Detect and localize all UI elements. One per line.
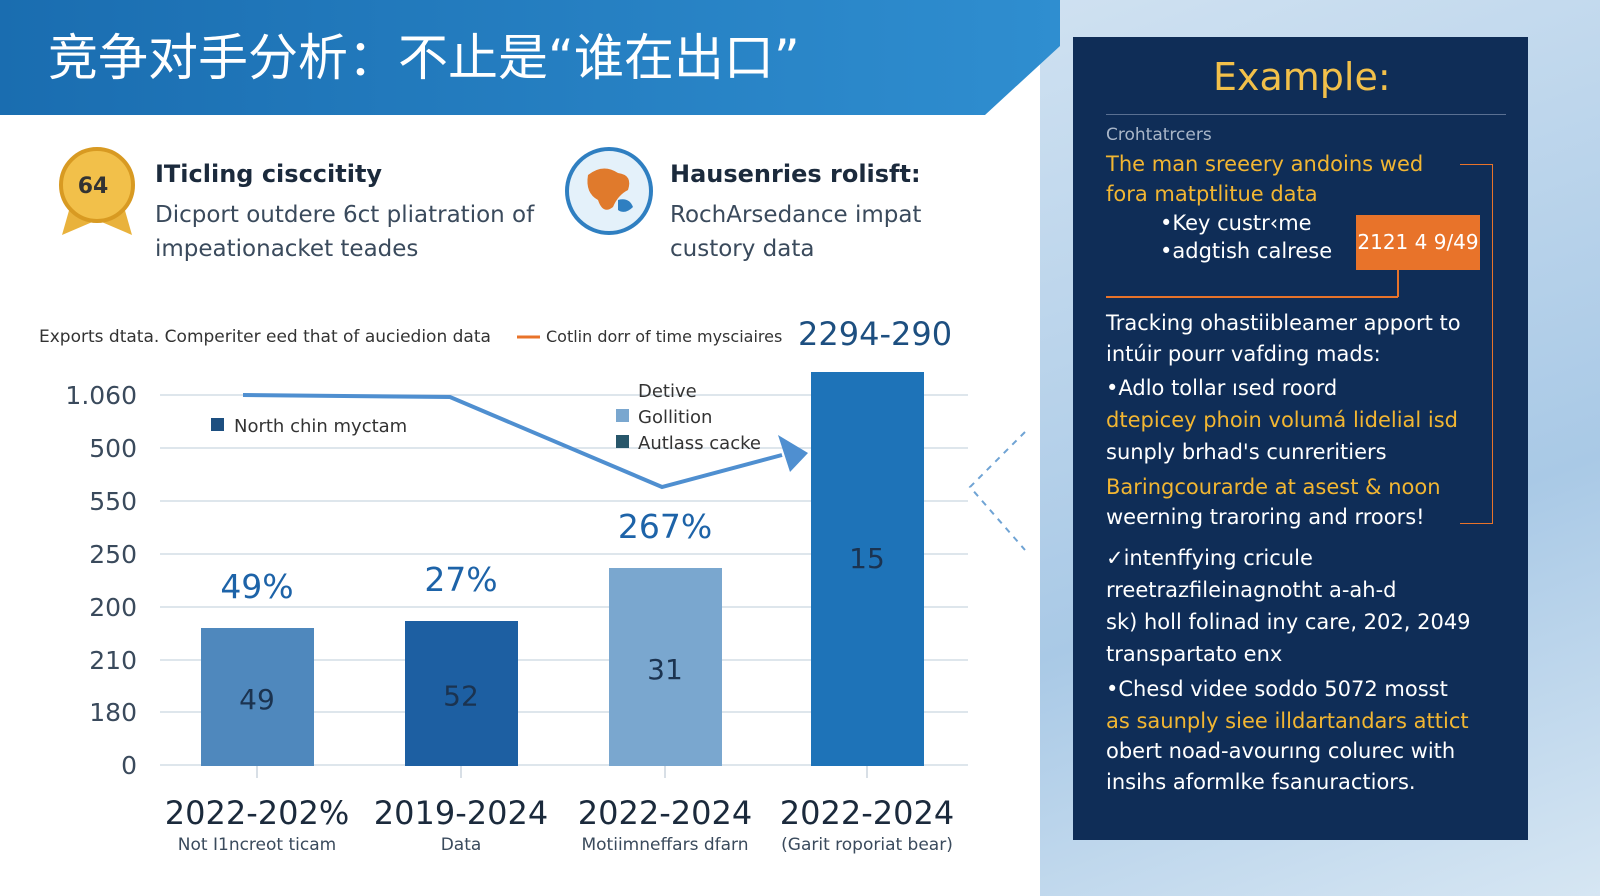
y-axis-label: 200 (89, 593, 137, 622)
pointer (968, 431, 1026, 551)
example-line: •Adlo tollar ısed roord (1106, 376, 1338, 400)
example-line: ✓intenffying cricule (1106, 546, 1313, 570)
bar-top-label: 27% (424, 560, 497, 599)
example-panel (1073, 37, 1528, 840)
card-title: Hausenries rolisft: (670, 160, 921, 188)
bar-inner-label: 31 (647, 653, 683, 686)
legend-text: Autlass cacke (638, 433, 761, 454)
example-line: as saunply siee illdartandars attict (1106, 709, 1469, 733)
y-axis-label: 550 (89, 487, 137, 516)
y-axis-label: 250 (89, 540, 137, 569)
example-line: The man sreeery andoins wed (1106, 152, 1424, 176)
bar-inner-label: 15 (849, 542, 885, 575)
example-line: •Key custr‹me (1160, 211, 1312, 235)
example-line: insihs aformlke fsanuractiors. (1106, 770, 1416, 794)
card-line: Dicport outdere 6ct pliatration of (155, 202, 535, 228)
chart-caption: Exports dtata. Comperiter eed that of au… (39, 327, 491, 347)
example-badge: 2121 4 9/49 (1356, 215, 1480, 270)
legend-swatch (616, 409, 629, 422)
trend-line (242, 393, 783, 490)
bar-inner-label: 49 (239, 683, 275, 716)
example-line: dtepicey phoin volumá lidelial isd (1106, 408, 1459, 432)
divider (1106, 114, 1506, 115)
y-axis-label: 210 (89, 646, 137, 675)
y-axis-label: 500 (89, 434, 137, 463)
bracket (1397, 270, 1399, 297)
bar (405, 621, 518, 766)
card-line: custory data (670, 236, 815, 262)
example-subtitle: Crohtatrcers (1106, 125, 1212, 145)
example-line: Tracking ohastiibleamer apport to (1106, 311, 1461, 335)
x-label: 2022-202% (165, 794, 349, 832)
medal-icon: 64 (59, 147, 135, 235)
bar-inner-label: 52 (443, 680, 479, 713)
example-line: sk) holl folinad iny care, 202, 2049 (1106, 610, 1471, 634)
x-label: 2019-2024 (374, 794, 548, 832)
legend-text: Gollition (638, 407, 712, 428)
example-line: Baringcourarde at asest & noon (1106, 475, 1441, 499)
legend-swatch (211, 418, 224, 431)
y-axis-label: 180 (89, 698, 137, 727)
globe-icon (565, 147, 653, 235)
bar (811, 372, 924, 766)
example-line: •Chesd videe soddo 5072 mosst (1106, 677, 1448, 701)
badge: 64 (78, 174, 109, 199)
card-title: ITicling cisccitity (155, 160, 383, 188)
bar (609, 568, 722, 766)
x-label: 2022-2024 (780, 794, 954, 832)
legend-swatch (616, 435, 629, 448)
chart: Exports dtata. Comperiter eed that of au… (39, 315, 1026, 855)
example-line: rreetrazfileinagnotht a-ah-d (1106, 578, 1397, 602)
trend-arrow (778, 435, 808, 472)
header-title: 竞争对手分析：不止是“谁在出口” (48, 29, 800, 87)
x-label: 2022-2024 (578, 794, 752, 832)
example-line: •adgtish calrese (1160, 239, 1333, 263)
land (618, 199, 633, 212)
example-line: weerning traroring and rroors! (1106, 505, 1425, 529)
example-line: sunply brhad's cunreritiers (1106, 440, 1387, 464)
legend-title: Detive (638, 381, 697, 402)
line-legend: Cotlin dorr of time mysciaires (546, 327, 782, 346)
x-sublabel: Motiimneffars dfarn (581, 835, 748, 855)
header-band (0, 0, 1060, 115)
example-line: intúir pourr vafding mads: (1106, 342, 1381, 366)
example-line: fora matptlitue data (1106, 182, 1318, 206)
medal (59, 147, 135, 223)
bracket (1106, 296, 1398, 298)
x-sublabel: Data (441, 835, 482, 855)
x-sublabel: (Garit roporiat bear) (781, 835, 953, 855)
example-line: obert noad-avourıng colurec with (1106, 739, 1456, 763)
chart-headline: 2294-290 (798, 315, 952, 353)
land (587, 168, 630, 210)
example-line: transpartato enx (1106, 642, 1283, 666)
x-sublabel: Not I1ncreot ticam (178, 835, 336, 855)
bar-top-label: 267% (618, 507, 712, 546)
card-line: impeationacket teades (155, 236, 419, 262)
legend-text: North chin myctam (234, 416, 407, 437)
y-axis-label: 1.060 (65, 381, 137, 410)
example-title: Example: (1213, 55, 1391, 99)
bar (201, 628, 314, 766)
card-line: RochArsedance impat (670, 202, 922, 228)
bracket (1460, 164, 1493, 524)
bar-top-label: 49% (220, 567, 293, 606)
y-axis-label: 0 (121, 751, 137, 780)
